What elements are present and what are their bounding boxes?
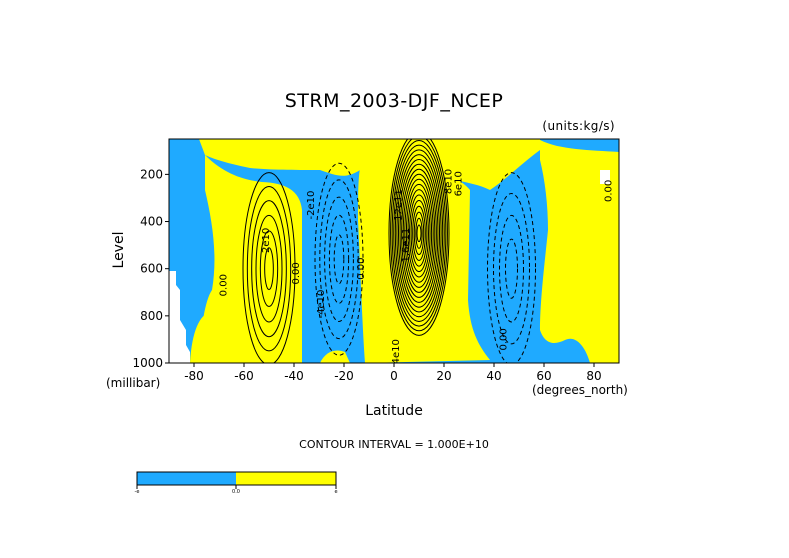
contour-label: 0.00 xyxy=(291,262,302,284)
contour-label: -4e10 xyxy=(316,290,327,319)
colorbar-negative xyxy=(137,472,236,485)
contour-label: 1.6e11 xyxy=(401,228,412,263)
negative-contour-line xyxy=(314,162,364,356)
positive-contour-line xyxy=(405,183,433,283)
y-axis-label: Level xyxy=(111,232,127,269)
y-tick-label: 200 xyxy=(140,167,163,181)
x-axis: -80 -60 -40 -20 0 20 40 60 80 xyxy=(184,363,602,383)
x-tick-label: -40 xyxy=(284,369,304,383)
positive-contour-line xyxy=(401,168,437,298)
positive-contour-line xyxy=(402,173,436,293)
positive-region-sfc-south xyxy=(190,312,240,363)
contour-label: 0.00 xyxy=(219,274,230,296)
positive-contour-line xyxy=(264,247,274,291)
contour-label: 2e10 xyxy=(261,228,272,253)
missing-data-patch xyxy=(600,170,610,184)
positive-contour-line xyxy=(393,144,445,322)
units-label: (units:kg/s) xyxy=(542,119,615,133)
y-tick-label: 400 xyxy=(140,215,163,229)
x-tick-label: -80 xyxy=(184,369,204,383)
x-tick-label: 40 xyxy=(486,369,501,383)
contour-label: 0.00 xyxy=(499,328,510,350)
positive-contour-line xyxy=(407,189,431,278)
x-axis-label: Latitude xyxy=(365,403,423,419)
negative-contour-line xyxy=(499,214,524,323)
x-tick-label: -60 xyxy=(234,369,254,383)
colorbar-label-zero: 0.0 xyxy=(232,489,240,495)
x-tick-label: -20 xyxy=(334,369,354,383)
positive-contour-line xyxy=(390,139,448,332)
positive-contour-line xyxy=(396,154,442,313)
negative-contour-line xyxy=(324,196,354,322)
contour-label: -2e10 xyxy=(306,191,317,220)
negative-contour-line xyxy=(487,172,536,363)
missing-data-region xyxy=(169,271,190,363)
colorbar-label-max: e xyxy=(334,489,337,495)
colorbar-positive xyxy=(236,472,336,485)
x-tick-label: 80 xyxy=(586,369,601,383)
negative-contour-line xyxy=(328,214,350,304)
y-axis-units: (millibar) xyxy=(106,376,160,390)
positive-contour-line xyxy=(399,163,439,303)
colorbar: -e 0.0 e xyxy=(135,471,338,495)
positive-contour-line xyxy=(410,200,428,267)
negative-contour-line xyxy=(333,234,345,285)
positive-region-north xyxy=(540,140,619,363)
contour-label: 0.00 xyxy=(604,180,615,202)
x-tick-label: 0 xyxy=(390,369,398,383)
colorbar-label-min: -e xyxy=(135,489,140,495)
positive-region-sfc-mid xyxy=(320,350,350,363)
positive-contour-line xyxy=(404,178,434,288)
x-tick-label: 60 xyxy=(536,369,551,383)
contour-label: 0.00 xyxy=(356,258,367,280)
contour-label: 6e10 xyxy=(454,171,465,196)
positive-contour-line xyxy=(409,194,429,273)
positive-contour-line xyxy=(413,211,425,256)
positive-contour-line xyxy=(255,214,283,323)
negative-contour-line xyxy=(505,238,518,299)
positive-contour-line xyxy=(251,200,287,338)
positive-contour-line xyxy=(242,172,296,363)
contour-label: 8e10 xyxy=(444,169,455,194)
positive-contour-line xyxy=(416,224,422,243)
plot-area: 2e10 0.00 -2e10 0.00 -4e10 0.00 12e11 1.6e11 8e1… xyxy=(169,139,619,368)
positive-contour-line xyxy=(246,185,292,352)
positive-contour-line xyxy=(394,149,444,318)
positive-contour-line xyxy=(397,158,441,308)
negative-contour-line xyxy=(493,193,530,345)
y-tick-label: 800 xyxy=(140,309,163,323)
chart-title: STRM_2003-DJF_NCEP xyxy=(285,90,504,112)
positive-contour-line xyxy=(388,139,450,336)
positive-contour-line xyxy=(259,230,279,307)
y-tick-label: 1000 xyxy=(132,356,163,370)
x-tick-label: 20 xyxy=(436,369,451,383)
positive-contour-line xyxy=(391,140,447,327)
contour-label: 12e11 xyxy=(394,189,405,221)
positive-contour-line xyxy=(412,205,426,261)
contour-interval-note: CONTOUR INTERVAL = 1.000E+10 xyxy=(299,438,489,451)
y-axis: 200 400 600 800 1000 xyxy=(132,167,169,370)
contour-label: -4e10 xyxy=(391,339,402,368)
negative-contour-line xyxy=(319,179,359,340)
y-tick-label: 600 xyxy=(140,262,163,276)
positive-contour-line xyxy=(415,217,423,249)
x-axis-units: (degrees_north) xyxy=(532,383,628,397)
